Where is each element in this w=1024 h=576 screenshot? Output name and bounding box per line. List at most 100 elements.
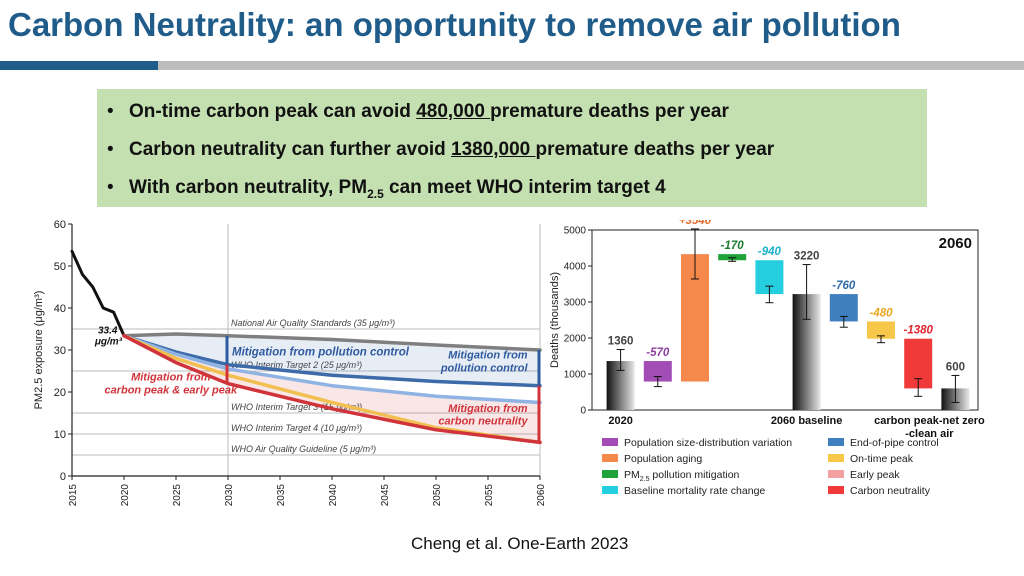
bar-value-label: -760 [832,280,856,292]
annotation-pollution-control-right: Mitigation from [448,349,528,361]
legend-swatch [602,438,618,446]
bullet-dot-icon: • [107,177,114,198]
deaths-waterfall-chart: 2060 0 1000 2000 3000 4000 5000 Deaths (thousan… [549,220,985,497]
y-axis-label: PM2.5 exposure (μg/m³) [33,291,45,410]
annotation-carbon-peak: carbon peak & early peak [104,384,238,396]
bullet-carbon-neutrality: • Carbon neutrality can further avoid 138… [107,137,927,175]
x-tick-label: 2025 [172,484,183,507]
y-tick-label: 0 [60,471,66,483]
annotation-value: 33.4 [98,326,118,337]
bar-value-label: -570 [646,347,670,359]
legend-text: Early peak [850,469,900,481]
x-category-label: 2060 baseline [771,415,843,427]
y-tick-label: 5000 [564,226,587,237]
legend-text: Population aging [624,453,702,465]
title-rule [158,61,1024,70]
legend-text: Carbon neutrality [850,485,931,497]
legend-text: Population size-distribution variation [624,437,792,449]
legend-label: On-time peak [850,453,914,465]
pm25-exposure-chart: National Air Quality Standards (35 μg/m³… [33,219,547,507]
annotation-pollution-control-right: pollution control [440,362,529,374]
x-tick-label: 2035 [276,484,287,507]
citation: Cheng et al. One-Earth 2023 [411,534,629,553]
y-tick-label: 50 [54,261,66,273]
bullet-dot-icon: • [107,101,114,122]
legend-label: Population size-distribution variation [624,437,792,449]
slide-title: Carbon Neutrality: an opportunity to rem… [8,6,901,43]
x-tick-label: 2040 [328,484,339,507]
reference-line-label: WHO Interim Target 2 (25 μg/m³) [231,360,362,370]
y-tick-label: 30 [54,345,66,357]
y-tick-label: 40 [54,303,66,315]
reference-line-label: WHO Interim Target 3 (15 μg/m³) [231,402,362,412]
legend-text: On-time peak [850,453,914,465]
bar-value-label: -170 [721,240,745,252]
x-tick-label: 2020 [120,484,131,507]
x-category-label: carbon peak-net zero [874,415,985,427]
legend-label: Early peak [850,469,900,481]
bar-value-label: 3220 [794,251,820,263]
chart-title: 2060 [939,235,972,252]
y-tick-label: 0 [580,406,586,417]
x-category-label: -clean air [905,428,954,440]
legend-swatch [828,486,844,494]
x-tick-label: 2060 [536,484,547,507]
y-tick-label: 3000 [564,298,587,309]
bar-value-label: +3540 [679,220,712,227]
annotation-carbon-neutrality: carbon neutrality [438,415,528,427]
bullet-text: can meet WHO interim target 4 [383,177,666,198]
bullet-text: On-time carbon peak can avoid [129,101,417,122]
bar-value-label: 1360 [608,336,634,348]
x-tick-label: 2050 [432,484,443,507]
legend-swatch [828,454,844,462]
annotation-pollution-control: Mitigation from pollution control [232,346,410,358]
legend-label: End-of-pipe control [850,437,939,449]
series-line [122,333,542,445]
y-axis-label: Deaths (thousands) [549,272,561,368]
legend-label: Baseline mortality rate change [624,485,765,497]
x-tick-label: 2045 [380,484,391,507]
title-rule-accent [0,61,158,70]
legend-text: Baseline mortality rate change [624,485,765,497]
plot-frame [591,229,979,411]
x-tick-label: 2030 [224,484,235,507]
y-tick-label: 20 [54,387,66,399]
x-tick-label: 2055 [484,484,495,507]
bullet-text: Carbon neutrality can further avoid [129,139,451,160]
y-tick-label: 1000 [564,370,587,381]
reference-line-label: National Air Quality Standards (35 μg/m³… [231,318,395,328]
legend-swatch [602,470,618,478]
bullet-text: premature deaths per year [535,139,775,160]
bar-value-label: 600 [946,361,965,373]
legend-swatch [828,470,844,478]
y-tick-label: 4000 [564,262,587,273]
bullet-text: With carbon neutrality, PM [129,177,368,198]
legend-swatch [828,438,844,446]
reference-line-label: WHO Air Quality Guideline (5 μg/m³) [231,444,376,454]
bullet-number: 480,000 [416,101,491,122]
annotation-carbon-neutrality: Mitigation from [448,403,528,415]
y-tick-label: 10 [54,429,66,441]
legend-text: PM [624,469,640,481]
legend-swatch [602,486,618,494]
legend-label: PM2.5 pollution mitigation [624,469,740,483]
waterfall-bar [867,321,895,339]
x-category-label: 2020 [608,415,632,427]
legend-subscript: 2.5 [640,476,650,483]
bullet-pm25-target: • With carbon neutrality, PM2.5 can meet … [107,175,927,213]
reference-line-label: WHO Interim Target 4 (10 μg/m³) [231,423,362,433]
legend-label: Population aging [624,453,702,465]
legend-swatch [602,454,618,462]
y-tick-label: 2000 [564,334,587,345]
bullet-carbon-peak: • On-time carbon peak can avoid 480,000 p… [107,99,927,137]
bullet-subscript: 2.5 [367,186,384,201]
bar-value-label: -480 [869,307,893,319]
bullet-text: premature deaths per year [490,101,729,122]
waterfall-bar [718,254,747,261]
legend-label: Carbon neutrality [850,485,931,497]
x-tick-label: 2015 [68,484,79,507]
y-tick-label: 60 [54,219,66,231]
legend-text: pollution mitigation [649,469,739,481]
annotation-unit: μg/m³ [94,337,123,348]
annotation-carbon-peak: Mitigation from [131,372,211,384]
